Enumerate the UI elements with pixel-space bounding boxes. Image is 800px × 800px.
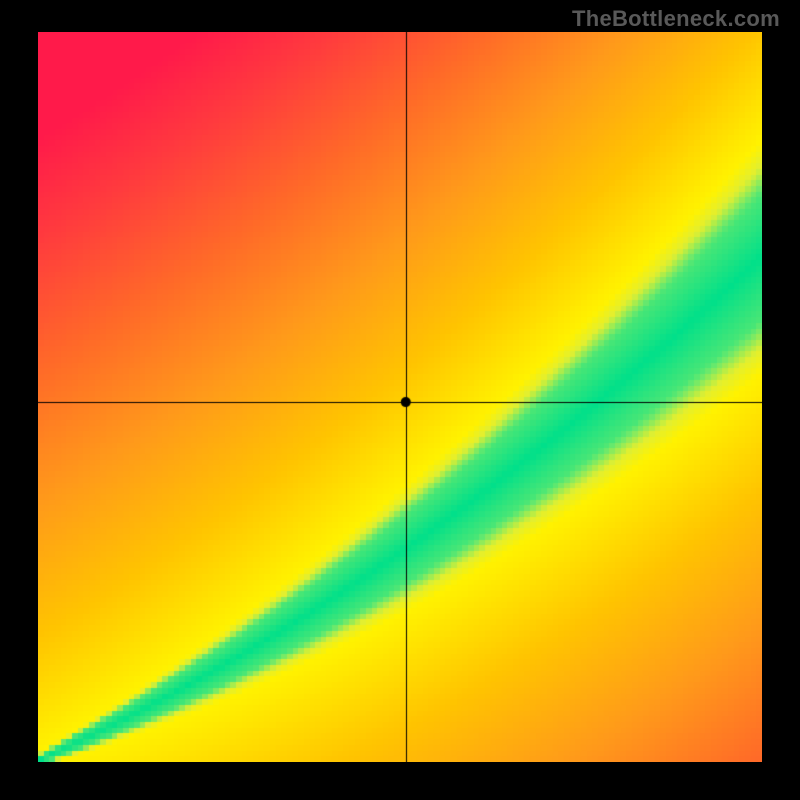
watermark-text: TheBottleneck.com xyxy=(572,6,780,32)
overlay-canvas xyxy=(38,32,762,762)
chart-frame: TheBottleneck.com xyxy=(0,0,800,800)
plot-area xyxy=(38,32,762,762)
